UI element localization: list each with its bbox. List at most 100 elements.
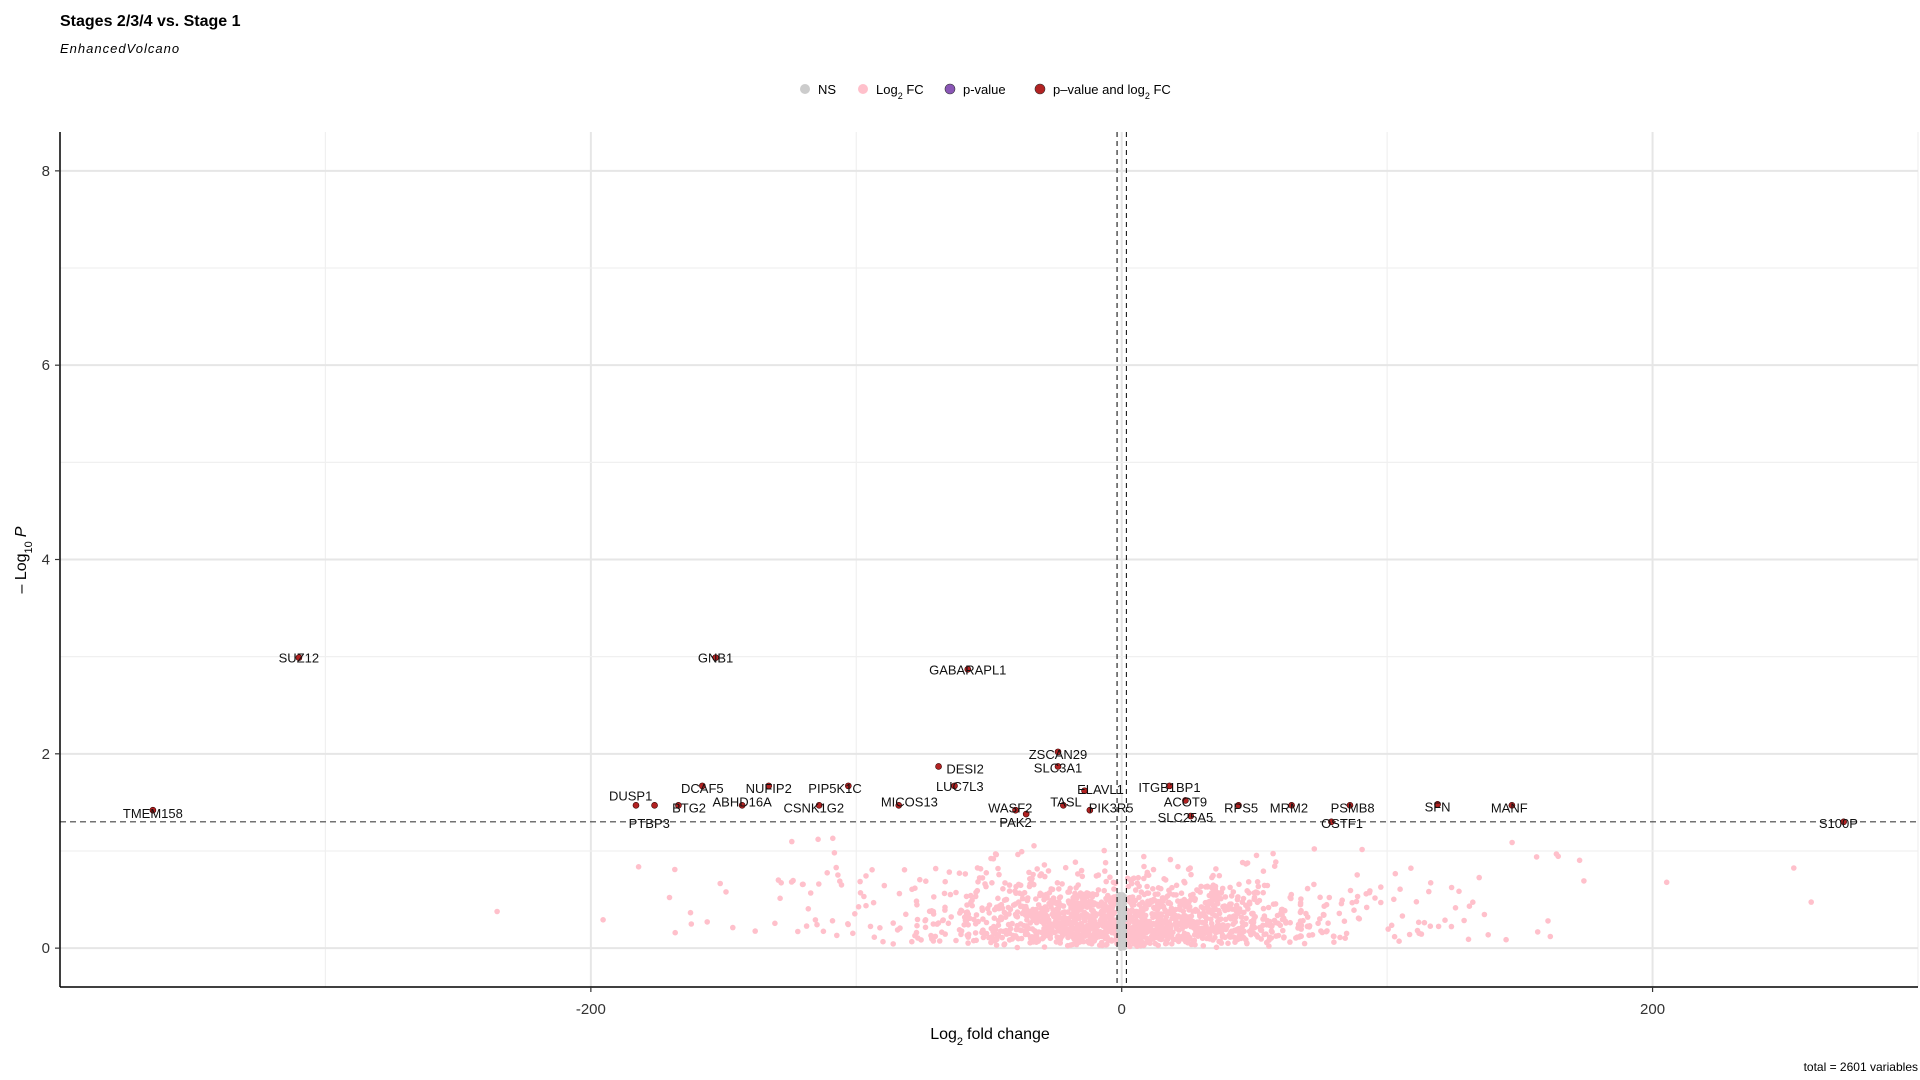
point-micos13 xyxy=(895,802,903,809)
background-point xyxy=(1155,942,1161,949)
background-point xyxy=(1244,940,1250,947)
background-point xyxy=(1414,927,1421,934)
background-point xyxy=(1097,902,1104,909)
background-point xyxy=(1127,943,1133,950)
background-point xyxy=(1110,917,1117,924)
background-point xyxy=(1041,944,1048,950)
background-point xyxy=(1427,880,1434,886)
background-point xyxy=(1014,944,1021,951)
background-point xyxy=(723,889,729,895)
background-point xyxy=(1108,938,1115,944)
point-btg2 xyxy=(675,802,682,809)
background-point xyxy=(1354,872,1360,878)
gene-label-suz12: SUZ12 xyxy=(279,651,319,666)
background-point xyxy=(1167,890,1173,897)
background-point xyxy=(1208,916,1214,922)
background-point xyxy=(947,891,954,898)
background-point xyxy=(932,865,939,872)
background-point xyxy=(1055,920,1062,926)
background-point xyxy=(1062,864,1069,871)
background-point xyxy=(1270,850,1276,857)
background-point xyxy=(1068,928,1074,934)
background-point xyxy=(1385,926,1391,932)
background-point xyxy=(953,889,959,896)
background-point xyxy=(1074,928,1081,935)
background-point xyxy=(901,867,908,873)
background-point xyxy=(917,876,923,883)
background-point xyxy=(1219,922,1226,928)
background-point xyxy=(1119,892,1125,898)
background-point xyxy=(942,931,948,937)
background-point xyxy=(1209,901,1216,908)
background-point xyxy=(1216,872,1223,879)
x-axis-label: Log2 fold change xyxy=(930,1026,1050,1048)
background-point xyxy=(934,921,940,927)
gene-label-psmb8: PSMB8 xyxy=(1331,800,1375,815)
background-point xyxy=(1304,923,1311,930)
background-point xyxy=(1534,929,1541,935)
background-point xyxy=(1022,912,1029,918)
background-point xyxy=(1198,883,1204,890)
background-point xyxy=(1024,917,1030,923)
background-point xyxy=(1109,926,1116,933)
background-point xyxy=(815,836,821,843)
background-point xyxy=(1236,881,1242,888)
point-psmb8 xyxy=(1346,802,1354,809)
background-point xyxy=(1231,927,1238,934)
point-csnk1g2 xyxy=(815,802,823,809)
background-point xyxy=(1273,919,1279,926)
background-point xyxy=(1206,936,1213,942)
background-point xyxy=(1533,854,1540,860)
background-point xyxy=(966,915,973,922)
point-wasf2 xyxy=(1012,806,1019,814)
background-point xyxy=(1007,925,1014,932)
background-point xyxy=(790,877,796,884)
background-point xyxy=(1246,890,1252,896)
background-point xyxy=(1255,883,1262,890)
background-point xyxy=(1033,906,1039,913)
axes: -200 0 200 0 2 4 6 8 xyxy=(42,132,1918,1018)
background-point xyxy=(932,933,939,940)
legend-swatch xyxy=(944,83,956,95)
background-point xyxy=(1129,938,1135,945)
background-point xyxy=(1087,917,1094,923)
point-rps5 xyxy=(1235,802,1242,809)
background-point xyxy=(1073,885,1079,891)
x-tick-label: 0 xyxy=(1118,1001,1126,1018)
background-point xyxy=(1047,902,1054,908)
background-point xyxy=(1041,862,1048,868)
background-point xyxy=(1323,901,1330,908)
background-point xyxy=(1039,935,1046,942)
background-point xyxy=(1044,894,1050,900)
background-point xyxy=(1118,927,1125,934)
background-point xyxy=(1160,903,1167,910)
background-point xyxy=(1251,924,1258,931)
background-point xyxy=(1169,941,1175,947)
background-point xyxy=(1155,891,1161,897)
background-point xyxy=(1253,852,1260,859)
background-point xyxy=(1260,905,1267,912)
background-point xyxy=(1270,901,1277,907)
background-point xyxy=(1023,903,1029,910)
background-point xyxy=(871,934,878,940)
background-point xyxy=(1261,931,1267,938)
background-point xyxy=(869,867,875,873)
background-point xyxy=(1261,882,1268,889)
significant-points xyxy=(149,654,1847,826)
background-point xyxy=(1311,881,1317,888)
background-point xyxy=(999,934,1005,941)
background-point xyxy=(1297,901,1304,908)
background-point xyxy=(600,917,606,923)
background-point xyxy=(1331,939,1337,945)
background-point xyxy=(880,938,886,945)
background-point xyxy=(1576,857,1583,864)
background-point xyxy=(968,899,974,905)
background-point xyxy=(777,895,783,902)
background-point xyxy=(1118,905,1124,911)
background-points xyxy=(494,835,1814,951)
gene-label-dcaf5: DCAF5 xyxy=(681,781,724,796)
background-point xyxy=(687,909,694,916)
gene-label-gnb1: GNB1 xyxy=(698,651,733,666)
point-sfn xyxy=(1434,801,1441,808)
